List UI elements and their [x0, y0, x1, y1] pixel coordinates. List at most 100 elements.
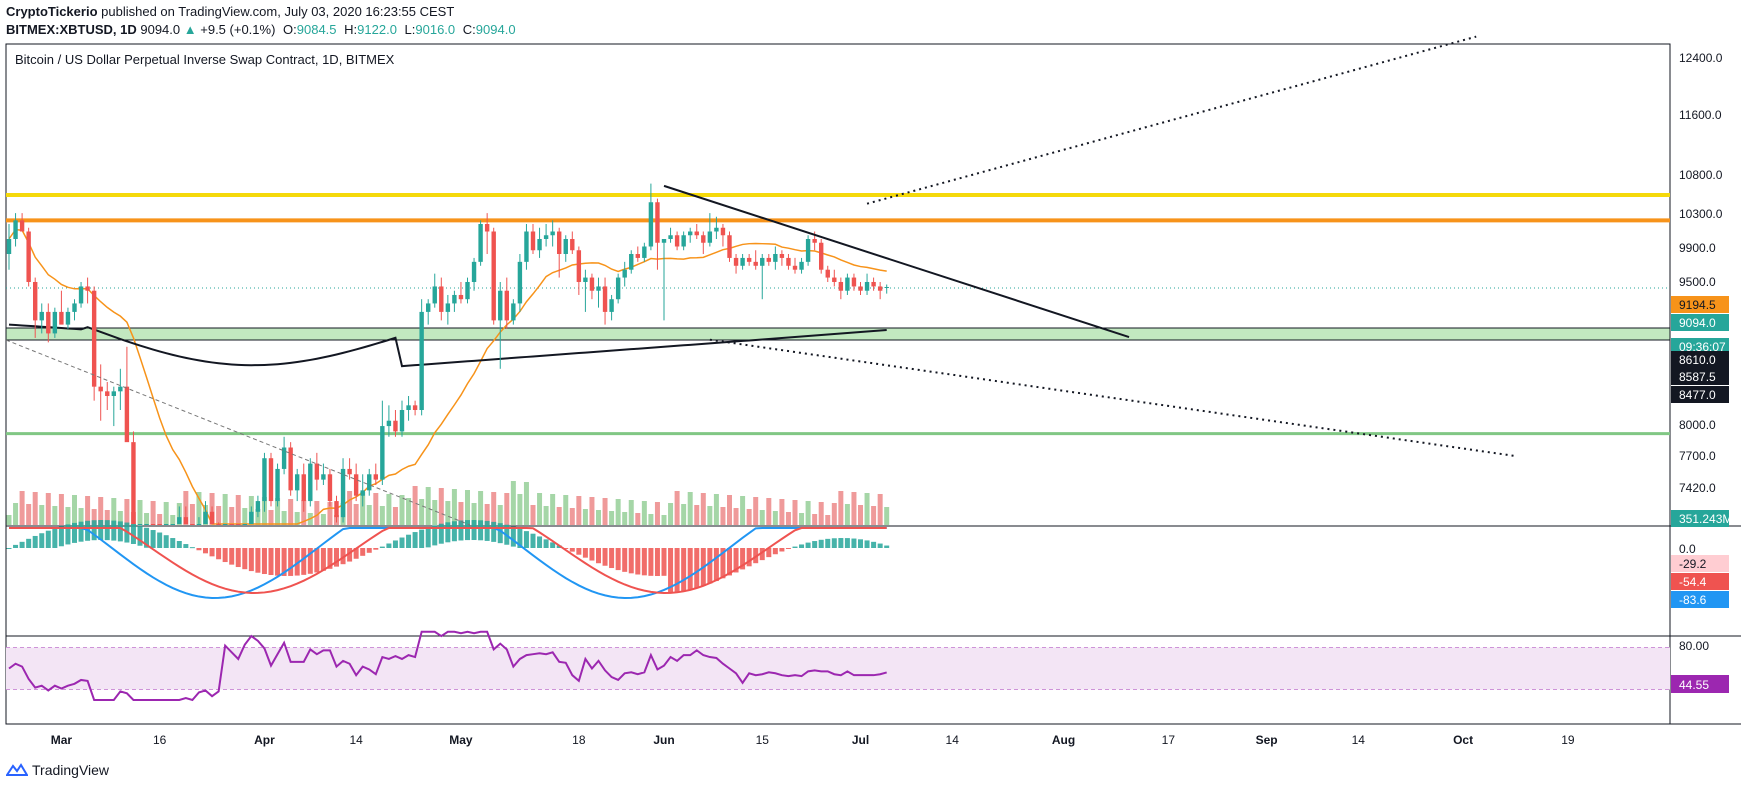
rsi-line [8, 630, 887, 702]
candle-body [707, 231, 713, 243]
price-axis-label: 9094.0 [1679, 316, 1716, 330]
close-value: 9094.0 [475, 22, 516, 37]
macd-histogram-bar [576, 548, 582, 555]
publisher-name[interactable]: CryptoTickerio [6, 4, 98, 19]
symbol-name[interactable]: BITMEX:XBTUSD, 1D [6, 22, 137, 37]
volume-bar [281, 511, 287, 525]
macd-histogram-bar [222, 548, 228, 563]
volume-bar [26, 504, 32, 525]
volume-bar [576, 496, 582, 525]
volume-bar [366, 505, 372, 525]
macd-histogram-bar [157, 532, 163, 548]
volume-bar [851, 492, 857, 525]
candle-body [288, 447, 293, 491]
candle-body [609, 299, 614, 312]
volume-bar [510, 481, 516, 525]
macd-histogram-bar [248, 548, 254, 572]
macd-histogram-bar [288, 548, 294, 576]
price-axis-badge [1671, 296, 1729, 313]
macd-histogram-bar [589, 548, 595, 561]
candle-body [157, 524, 162, 525]
volume-bar [785, 512, 791, 525]
volume-bar [445, 501, 451, 525]
candle-body [550, 231, 555, 236]
macd-histogram-bar [229, 548, 235, 565]
tradingview-footer[interactable]: TradingView [6, 762, 109, 778]
volume-bar [838, 491, 844, 525]
price-axis-badge [1671, 314, 1729, 331]
candle-body [845, 277, 850, 291]
volume-bar [563, 495, 569, 525]
volume-bar [432, 500, 438, 525]
volume-bar [844, 504, 850, 525]
volume-bar [425, 487, 431, 525]
volume-bar [157, 514, 163, 525]
volume-bar [602, 498, 608, 525]
macd-histogram-bar [654, 548, 660, 576]
candle-body [183, 517, 189, 524]
volume-bar [569, 508, 575, 525]
macd-histogram-bar [628, 548, 634, 574]
macd-axis-label: -54.4 [1679, 575, 1707, 589]
macd-histogram-bar [379, 546, 385, 548]
volume-bar [347, 491, 353, 525]
volume-bar [772, 511, 778, 525]
macd-histogram-bar [838, 538, 844, 548]
footer-brand: TradingView [32, 762, 110, 778]
candle-body [504, 290, 509, 321]
candle-body [563, 239, 568, 254]
candle-body [111, 391, 116, 396]
volume-bar [707, 506, 713, 525]
volume-bar [543, 506, 549, 525]
candle-body [137, 524, 143, 525]
candle-body [432, 286, 437, 304]
macd-histogram-bar [392, 540, 398, 548]
candle-body [517, 261, 523, 304]
candle-body [668, 235, 673, 239]
price-axis-label: 09:36:07 [1679, 340, 1726, 354]
volume-bar [740, 496, 746, 525]
volume-bar [884, 507, 890, 525]
upper-dotted [866, 35, 1477, 205]
macd-histogram-bar [871, 541, 877, 548]
macd-histogram-bar [720, 548, 726, 579]
price-chart[interactable]: 12400.0 11600.0 10800.0 10300.0 9900.0 9500.0… [0, 0, 1741, 760]
macd-histogram-bar [851, 538, 857, 548]
volume-bar [615, 499, 621, 525]
volume-bar [831, 503, 837, 525]
macd-histogram-bar [347, 548, 353, 562]
macd-histogram-bar [419, 529, 425, 548]
macd-histogram-bar [805, 542, 811, 548]
volume-bar [753, 497, 759, 525]
candle-body [216, 524, 221, 525]
low-label: L: [404, 22, 416, 37]
candle-body [340, 468, 346, 518]
candle-body [746, 257, 752, 262]
time-axis-label: Jul [852, 733, 869, 747]
volume-bar [877, 494, 883, 525]
macd-histogram-bar [445, 522, 451, 543]
macd-histogram-bar [275, 548, 281, 576]
time-axis-label: Oct [1453, 733, 1473, 747]
candle-body [406, 405, 411, 410]
volume-bar [497, 505, 503, 525]
macd-histogram-bar [78, 521, 84, 542]
candle-body [760, 257, 765, 266]
macd-histogram-bar [451, 521, 457, 542]
macd-histogram-bar [98, 520, 104, 541]
volume-bar [746, 509, 752, 525]
volume-bar [45, 493, 51, 525]
volume-bar [72, 495, 77, 525]
candle-body [412, 405, 418, 410]
volume-bar [812, 514, 818, 525]
macd-histogram-bar [877, 543, 883, 548]
price-axis-badge [1671, 338, 1729, 355]
candle-body [353, 474, 359, 496]
candle-body [596, 286, 601, 291]
candle-body [792, 265, 798, 270]
price-axis-label: 8477.0 [1679, 388, 1716, 402]
candle-body [543, 235, 549, 239]
time-axis-label: 16 [153, 733, 167, 747]
volume-bar [353, 504, 359, 525]
price-axis-label: 8610.0 [1679, 353, 1716, 367]
